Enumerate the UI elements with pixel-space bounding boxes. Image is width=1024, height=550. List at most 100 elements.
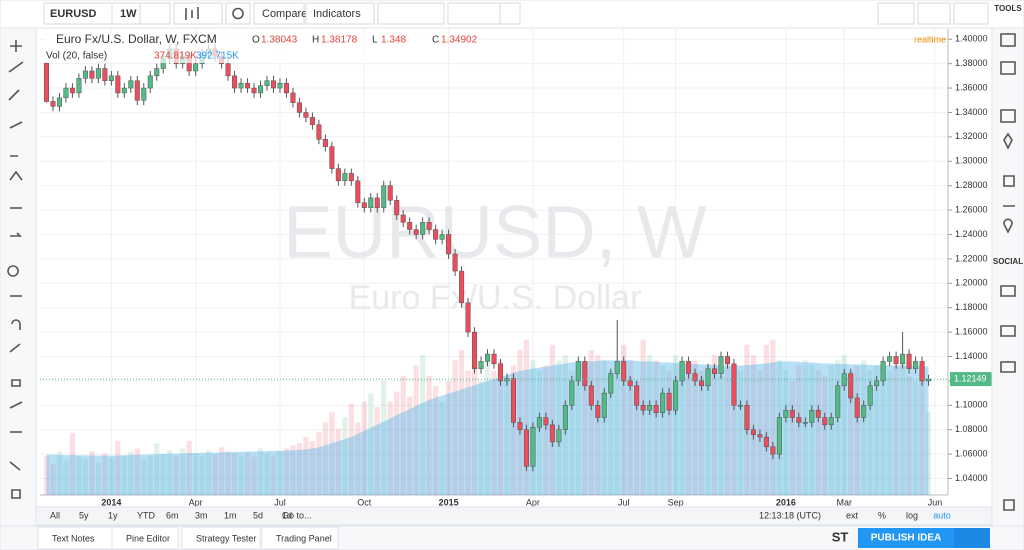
scale-option[interactable]: ext bbox=[846, 510, 859, 520]
publish-menu[interactable] bbox=[954, 528, 990, 548]
candle-body bbox=[270, 80, 277, 89]
volume-bar bbox=[621, 344, 627, 495]
candle-body bbox=[757, 434, 763, 438]
volume-bar bbox=[277, 451, 283, 495]
drawing-tools[interactable] bbox=[7, 40, 24, 499]
scale-option[interactable]: log bbox=[906, 510, 918, 520]
cloud-button[interactable] bbox=[917, 2, 951, 25]
interval-menu[interactable] bbox=[139, 2, 171, 25]
range-button[interactable]: 5y bbox=[79, 510, 89, 520]
candle-body bbox=[731, 363, 737, 406]
candle-body bbox=[95, 68, 101, 79]
candle-body bbox=[342, 173, 348, 182]
volume-bar bbox=[789, 381, 795, 495]
x-tick-label: 2015 bbox=[439, 497, 459, 507]
volume-bar bbox=[601, 360, 607, 495]
volume-bar bbox=[887, 370, 893, 495]
candle-icon bbox=[185, 7, 199, 20]
range-button[interactable]: 1m bbox=[224, 510, 237, 520]
volume-bar bbox=[640, 339, 646, 495]
stocktwits[interactable]: ST bbox=[832, 529, 849, 544]
volume-bar bbox=[718, 375, 724, 495]
volume-bar bbox=[737, 370, 744, 495]
volume-bar bbox=[770, 339, 776, 495]
tab[interactable] bbox=[181, 526, 261, 550]
volume-bar bbox=[660, 365, 666, 495]
legend-title: Euro Fx/U.S. Dollar, W, FXCM bbox=[56, 32, 217, 46]
candle-body bbox=[718, 356, 724, 374]
range-button[interactable]: 5d bbox=[253, 510, 263, 520]
candle-body bbox=[497, 363, 504, 382]
volume-bar bbox=[912, 381, 919, 495]
candle-body bbox=[569, 380, 575, 406]
volume-bar bbox=[893, 365, 899, 495]
volume-bar bbox=[484, 360, 491, 495]
compare: Compare bbox=[262, 8, 307, 20]
vol-title: Vol (20, false) bbox=[46, 51, 107, 62]
candle-body bbox=[517, 422, 523, 430]
candle-body bbox=[316, 124, 322, 140]
volume-bar bbox=[63, 460, 69, 495]
volume-bar bbox=[647, 355, 653, 495]
candle-body bbox=[763, 436, 769, 448]
candle-body bbox=[744, 405, 750, 430]
legend-key: L bbox=[372, 35, 378, 46]
alert-button[interactable] bbox=[377, 2, 445, 25]
volume-bar bbox=[614, 365, 620, 495]
candle-body bbox=[361, 202, 367, 208]
volume-bar bbox=[309, 441, 315, 495]
layout-button[interactable] bbox=[877, 2, 915, 25]
scale-option[interactable]: auto bbox=[933, 510, 951, 520]
candle-body bbox=[796, 417, 802, 423]
range-button[interactable]: 3m bbox=[195, 510, 208, 520]
social-label: SOCIAL bbox=[993, 257, 1023, 266]
volume-bar bbox=[679, 360, 685, 495]
candle-body bbox=[225, 63, 231, 77]
candle-body bbox=[407, 222, 413, 230]
compare-button[interactable] bbox=[253, 2, 305, 25]
indicators: Indicators bbox=[313, 8, 361, 20]
candle-body bbox=[530, 427, 536, 467]
candle-body bbox=[257, 85, 264, 94]
x-tick-label: Apr bbox=[189, 497, 203, 507]
side-icons[interactable] bbox=[1000, 33, 1016, 548]
volume-bar bbox=[264, 453, 270, 495]
volume-bar bbox=[283, 448, 290, 495]
range-button[interactable]: 1d bbox=[282, 510, 292, 520]
candle-body bbox=[141, 87, 147, 101]
y-tick-label: 1.10000 bbox=[955, 400, 988, 410]
volume-bar bbox=[251, 456, 257, 495]
publish-cloud[interactable] bbox=[953, 2, 989, 25]
volume-bar bbox=[848, 370, 854, 495]
candle-body bbox=[673, 380, 679, 411]
legend-key: O bbox=[252, 35, 260, 46]
range-button[interactable]: 6m bbox=[166, 510, 179, 520]
candle-body bbox=[264, 80, 270, 86]
range-button[interactable]: YTD bbox=[137, 510, 156, 520]
volume-bar bbox=[465, 370, 471, 495]
volume-bar bbox=[478, 381, 484, 495]
candle-body bbox=[543, 417, 549, 426]
volume-bar bbox=[56, 451, 63, 495]
y-tick-label: 1.18000 bbox=[955, 302, 988, 312]
indicators-button[interactable] bbox=[305, 2, 375, 25]
volume-bar bbox=[368, 393, 374, 495]
range-button[interactable]: 1y bbox=[108, 510, 118, 520]
candle-body bbox=[770, 446, 776, 455]
candle-body bbox=[608, 373, 614, 394]
undo-redo[interactable] bbox=[447, 2, 501, 25]
candle-body bbox=[251, 87, 257, 94]
range-button[interactable]: All bbox=[50, 510, 60, 520]
fullscreen[interactable] bbox=[499, 2, 521, 25]
y-tick-label: 1.24000 bbox=[955, 229, 988, 239]
candle-body bbox=[776, 417, 782, 455]
scale-option[interactable]: % bbox=[878, 510, 886, 520]
publish-button[interactable] bbox=[858, 528, 954, 548]
tab[interactable] bbox=[111, 526, 179, 550]
settings-button[interactable] bbox=[225, 2, 251, 25]
volume-bar bbox=[206, 450, 212, 495]
range-button[interactable]: Go to... bbox=[282, 510, 312, 520]
tab[interactable] bbox=[261, 526, 339, 550]
